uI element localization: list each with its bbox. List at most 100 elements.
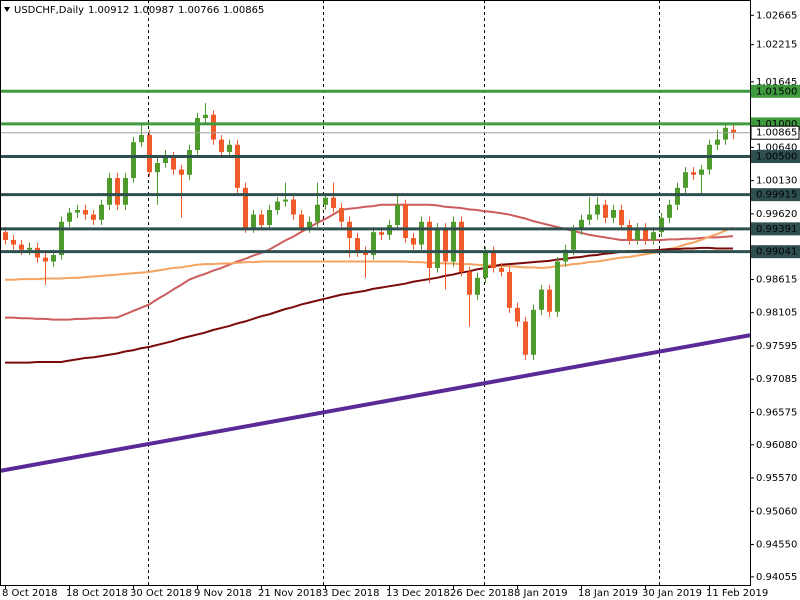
candle-body: [571, 229, 576, 250]
candle-body: [491, 251, 496, 269]
x-tick-label: 18 Oct 2018: [66, 588, 128, 599]
x-tick-label: 8 Oct 2018: [2, 588, 57, 599]
y-tick-label: 1.00130: [756, 176, 797, 187]
level-label: 0.99391: [756, 224, 797, 235]
header-high: 1.00987: [133, 5, 174, 16]
candle-body: [467, 271, 472, 295]
candle-body: [331, 197, 336, 209]
moving-average: [5, 226, 734, 281]
candle-body: [531, 309, 536, 355]
candle-body: [715, 139, 720, 145]
candle-body: [539, 289, 544, 310]
candle-body: [627, 225, 632, 240]
chart-title: USDCHF,Daily: [14, 5, 84, 16]
candle-body: [83, 210, 88, 215]
moving-average: [5, 203, 734, 321]
x-tick-label: 3 Dec 2018: [322, 588, 380, 599]
y-tick-label: 0.98105: [756, 308, 797, 319]
y-tick-label: 0.95570: [756, 473, 797, 484]
candle-body: [155, 163, 160, 173]
candle-body: [643, 227, 648, 240]
header-open: 1.00912: [88, 5, 129, 16]
candle-body: [507, 271, 512, 308]
y-tick-label: 1.02665: [756, 10, 797, 21]
x-tick-label: 30 Jan 2019: [642, 588, 702, 599]
candle-body: [59, 221, 64, 255]
candle-body: [379, 232, 384, 235]
candle-body: [283, 199, 288, 202]
candle-body: [11, 240, 16, 245]
candle-body: [363, 251, 368, 255]
candle-body: [635, 227, 640, 240]
candle-body: [683, 172, 688, 188]
candle-body: [227, 144, 232, 152]
price-label: 1.00865: [756, 128, 797, 139]
level-label: 1.01000: [756, 119, 797, 130]
candle-body: [523, 321, 528, 355]
candle-body: [595, 204, 600, 215]
candle-body: [259, 214, 264, 225]
candle-body: [99, 204, 104, 220]
candle-body: [675, 187, 680, 205]
candle-body: [691, 172, 696, 175]
y-tick-label: 0.95060: [756, 506, 797, 517]
candle-body: [67, 212, 72, 222]
candle-body: [323, 197, 328, 205]
candle-body: [355, 238, 360, 252]
x-tick-label: 11 Feb 2019: [706, 588, 768, 599]
candle-body: [107, 178, 112, 205]
level-label: 1.01500: [756, 86, 797, 97]
candle-body: [91, 214, 96, 220]
candle-body: [187, 150, 192, 175]
candle-body: [731, 129, 736, 133]
candle-body: [75, 210, 80, 213]
x-tick-label: 9 Nov 2018: [194, 588, 252, 599]
y-tick-label: 0.94055: [756, 572, 797, 583]
candle-body: [139, 135, 144, 143]
candle-body: [403, 204, 408, 239]
level-label: 0.99041: [756, 247, 797, 258]
level-label-box: [751, 150, 800, 164]
y-tick-label: 1.02215: [756, 40, 797, 51]
x-tick-label: 21 Nov 2018: [258, 588, 322, 599]
candle-body: [395, 204, 400, 225]
candle-body: [171, 157, 176, 170]
level-label-box: [751, 188, 800, 202]
candle-body: [3, 232, 8, 240]
plot-frame: [0, 0, 751, 586]
candle-body: [315, 204, 320, 222]
candle-body: [555, 261, 560, 312]
level-label: 1.00500: [756, 152, 797, 163]
plot-area: [0, 89, 750, 473]
candle-body: [499, 268, 504, 272]
candle-body: [147, 135, 152, 173]
candle-body: [587, 214, 592, 220]
level-label: 0.99915: [756, 190, 797, 201]
x-tick-label: 30 Oct 2018: [130, 588, 192, 599]
candle-body: [235, 144, 240, 188]
candle-body: [483, 251, 488, 278]
candle-body: [611, 210, 616, 218]
candle-body: [459, 221, 464, 272]
candle-body: [435, 227, 440, 269]
header-close: 1.00865: [223, 5, 264, 16]
y-tick-label: 0.98615: [756, 274, 797, 285]
candle-body: [723, 127, 728, 140]
x-tick-label: 13 Dec 2018: [386, 588, 450, 599]
candle-body: [43, 257, 48, 262]
candle-body: [27, 247, 32, 250]
candle-body: [307, 221, 312, 228]
menu-triangle[interactable]: [4, 7, 10, 12]
candle-body: [339, 208, 344, 222]
y-tick-label: 0.94550: [756, 540, 797, 551]
candle-body: [163, 157, 168, 164]
candle-body: [667, 204, 672, 218]
candle-body: [475, 277, 480, 295]
candle-body: [371, 232, 376, 255]
candle-body: [699, 169, 704, 175]
candle-body: [619, 210, 624, 225]
candle-body: [659, 217, 664, 233]
header-low: 1.00766: [178, 5, 219, 16]
